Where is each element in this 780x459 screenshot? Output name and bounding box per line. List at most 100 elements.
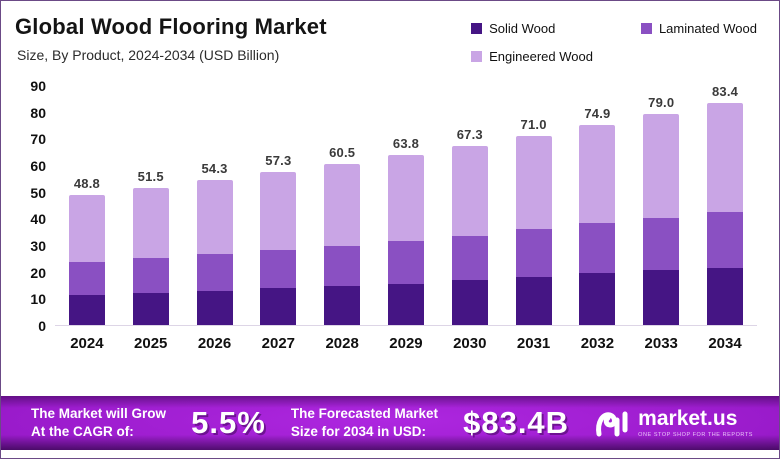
- legend-item-solid-wood: Solid Wood: [471, 21, 593, 36]
- bar-segment-solid-wood: [68, 294, 105, 325]
- x-tick-label: 2030: [453, 335, 487, 352]
- bar-total-label: 57.3: [265, 153, 292, 169]
- y-tick-label: 20: [30, 264, 46, 281]
- bar-total-label: 67.3: [456, 126, 483, 142]
- bar-segment-engineered-wood: [643, 114, 680, 218]
- bar-slot-2027: 57.3: [246, 86, 310, 325]
- bar-segment-laminated-wood: [260, 250, 297, 288]
- legend-swatch: [640, 23, 652, 34]
- bar-segment-engineered-wood: [515, 135, 552, 229]
- x-tick-label: 2028: [325, 335, 359, 352]
- bar-slot-2031: 71.0: [502, 86, 566, 325]
- bar-segment-laminated-wood: [515, 228, 552, 277]
- bar-segment-solid-wood: [707, 268, 744, 325]
- y-tick-label: 0: [38, 318, 46, 334]
- bar-segment-engineered-wood: [260, 172, 297, 251]
- page-title: Global Wood Flooring Market: [15, 14, 327, 39]
- bar-slot-2032: 74.9: [566, 86, 630, 325]
- page-subtitle: Size, By Product, 2024-2034 (USD Billion…: [17, 47, 280, 63]
- bar-segment-laminated-wood: [324, 246, 361, 287]
- bar-slot-2026: 54.3: [183, 86, 247, 325]
- y-tick-label: 30: [30, 238, 46, 254]
- x-axis: 2024 2025 2026 2027 2028 2029 2030 2031 2032 2033…: [55, 335, 757, 352]
- bar-slot-2033: 79.0: [629, 86, 693, 325]
- legend-item-laminated-wood: Laminated Wood: [640, 21, 757, 36]
- x-tick-label: 2024: [70, 335, 104, 352]
- bar-segment-engineered-wood: [707, 102, 744, 212]
- logo-tagline: One Stop Shop For The Reports: [638, 432, 753, 438]
- bar-stack-2032: [579, 125, 616, 325]
- header: Global Wood Flooring Market Size, By Pro…: [1, 1, 779, 64]
- legend: Solid Wood Laminated Wood Engineered Wood: [471, 14, 757, 64]
- legend-label: Engineered Wood: [489, 49, 593, 64]
- bar-stack-2029: [387, 154, 424, 325]
- legend-item-engineered-wood: Engineered Wood: [471, 49, 593, 64]
- bar-slot-2030: 67.3: [438, 86, 502, 325]
- legend-label: Laminated Wood: [658, 21, 757, 36]
- bar-segment-engineered-wood: [451, 145, 488, 236]
- bar-slot-2025: 51.5: [119, 86, 183, 325]
- x-tick-label: 2034: [708, 335, 742, 352]
- bar-stack-2024: [68, 194, 105, 325]
- legend-swatch: [471, 51, 483, 62]
- bar-segment-laminated-wood: [132, 257, 169, 293]
- bar-segment-laminated-wood: [68, 261, 105, 295]
- marketus-logo-icon: [596, 411, 628, 437]
- bar-segment-solid-wood: [579, 273, 616, 325]
- logo-text-block: market.us One Stop Shop For The Reports: [638, 408, 753, 438]
- bar-total-label: 63.8: [392, 135, 420, 151]
- cagr-value: 5.5%: [191, 405, 266, 440]
- x-tick-label: 2033: [644, 335, 678, 352]
- legend-label: Solid Wood: [489, 21, 556, 36]
- bar-segment-laminated-wood: [387, 241, 424, 284]
- bar-slot-2024: 48.8: [55, 86, 119, 325]
- bar-total-label: 71.0: [520, 116, 547, 132]
- x-tick-label: 2031: [516, 335, 551, 352]
- bar-slot-2029: 63.8: [374, 86, 438, 325]
- bar-segment-engineered-wood: [387, 154, 424, 242]
- bar-total-label: 74.9: [584, 106, 611, 122]
- bar-stack-2031: [515, 135, 552, 325]
- bar-slot-2028: 60.5: [310, 86, 374, 325]
- bar-stack-2034: [707, 102, 744, 325]
- y-tick-label: 80: [30, 104, 46, 121]
- bar-segment-solid-wood: [643, 269, 680, 325]
- bar-stack-2025: [132, 187, 169, 325]
- y-tick-label: 60: [30, 158, 46, 174]
- bar-segment-engineered-wood: [132, 187, 169, 258]
- bar-total-label: 48.8: [73, 175, 100, 191]
- bar-segment-solid-wood: [196, 290, 233, 325]
- x-tick-label: 2025: [134, 335, 168, 352]
- cagr-label-line1: The Market will Grow: [31, 406, 167, 422]
- x-tick-label: 2032: [580, 335, 615, 352]
- bar-stack-2030: [451, 145, 488, 325]
- x-tick-label: 2029: [389, 335, 423, 352]
- forecast-value: $83.4B: [463, 405, 570, 440]
- bar-segment-laminated-wood: [707, 211, 744, 269]
- bar-total-label: 83.4: [711, 83, 739, 99]
- y-tick-label: 50: [30, 184, 46, 201]
- x-tick-label: 2027: [261, 335, 296, 352]
- y-tick-label: 70: [30, 131, 46, 148]
- bar-total-label: 54.3: [201, 161, 228, 177]
- bar-stack-2033: [643, 114, 680, 325]
- bar-segment-solid-wood: [324, 286, 361, 325]
- logo-name: market.us: [638, 407, 738, 430]
- forecast-label: The Forecasted Market Size for 2034 in U…: [291, 405, 438, 440]
- bar-segment-engineered-wood: [196, 180, 233, 255]
- forecast-label-line2: Size for 2034 in USD:: [290, 424, 426, 439]
- bar-segment-solid-wood: [515, 276, 552, 325]
- bar-stack-2026: [196, 180, 233, 325]
- bar-segment-engineered-wood: [68, 194, 105, 262]
- bar-total-label: 60.5: [329, 144, 356, 160]
- bar-total-label: 51.5: [137, 168, 164, 184]
- plot-area: 48.8 51.5 54.3 57.3 60.5 63.8 67.3 71.0 74.9 79.0…: [55, 83, 757, 326]
- bar-segment-laminated-wood: [196, 254, 233, 291]
- bar-segment-solid-wood: [260, 287, 297, 325]
- x-tick-label: 2026: [197, 335, 232, 352]
- cagr-label: The Market will Grow At the CAGR of:: [31, 405, 166, 440]
- y-tick-label: 10: [30, 291, 46, 308]
- bar-segment-engineered-wood: [324, 163, 361, 247]
- bar-segment-solid-wood: [451, 280, 488, 325]
